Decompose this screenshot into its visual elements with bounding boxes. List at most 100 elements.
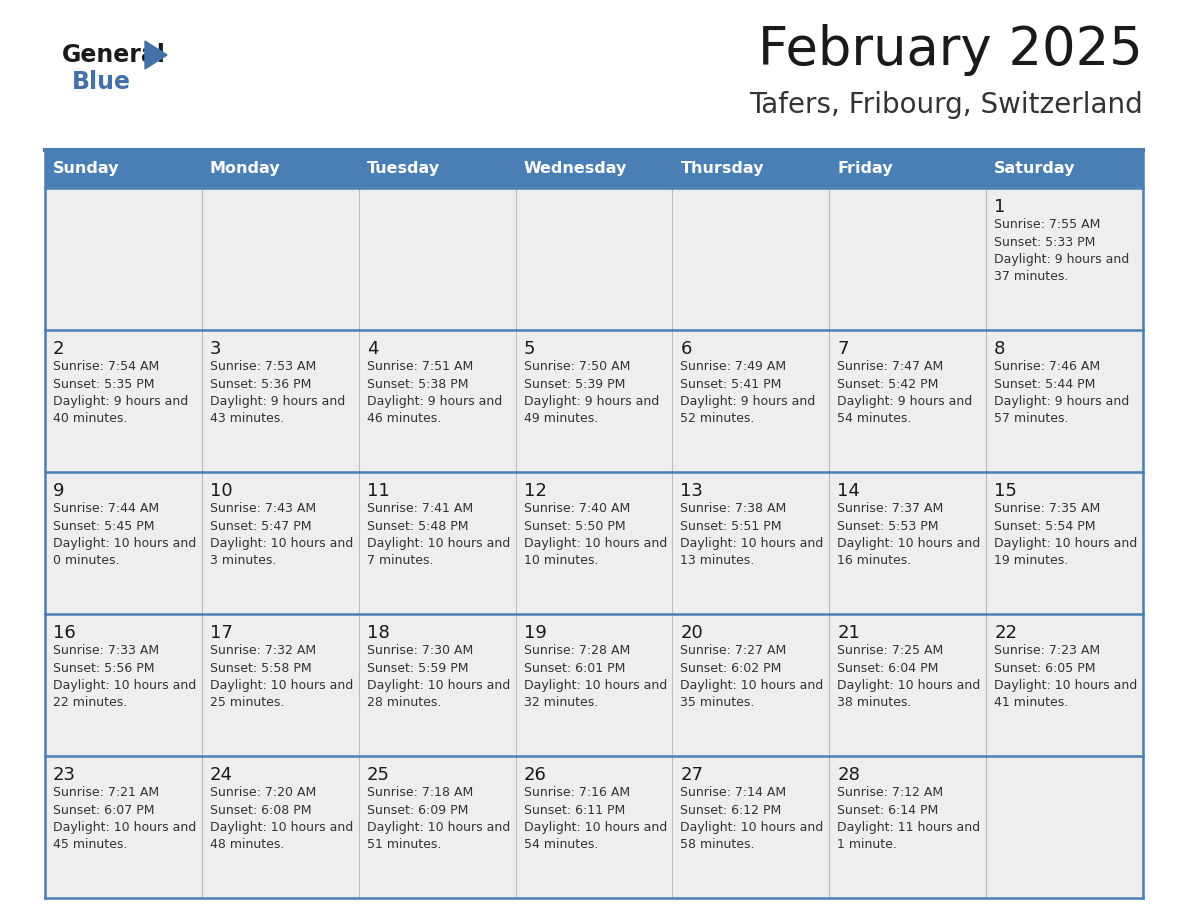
Text: Sunset: 6:05 PM: Sunset: 6:05 PM (994, 662, 1095, 675)
Text: Daylight: 9 hours and: Daylight: 9 hours and (994, 253, 1130, 266)
Text: 46 minutes.: 46 minutes. (367, 412, 441, 426)
Bar (672, 150, 829, 188)
Text: 22 minutes.: 22 minutes. (53, 697, 127, 710)
Text: 21: 21 (838, 624, 860, 642)
Text: Sunset: 5:45 PM: Sunset: 5:45 PM (53, 520, 154, 532)
Text: 0 minutes.: 0 minutes. (53, 554, 120, 567)
Text: 5: 5 (524, 340, 535, 358)
Text: 43 minutes.: 43 minutes. (210, 412, 284, 426)
Text: Sunday: Sunday (53, 162, 120, 176)
Text: Sunset: 6:14 PM: Sunset: 6:14 PM (838, 803, 939, 816)
Text: Sunrise: 7:47 AM: Sunrise: 7:47 AM (838, 360, 943, 373)
Text: Daylight: 10 hours and: Daylight: 10 hours and (838, 679, 980, 692)
Text: Sunset: 6:09 PM: Sunset: 6:09 PM (367, 803, 468, 816)
Text: 38 minutes.: 38 minutes. (838, 697, 911, 710)
Text: Sunset: 6:08 PM: Sunset: 6:08 PM (210, 803, 311, 816)
Bar (986, 330, 1143, 472)
Text: 28 minutes.: 28 minutes. (367, 697, 441, 710)
Text: Sunrise: 7:20 AM: Sunrise: 7:20 AM (210, 786, 316, 799)
Bar (359, 150, 516, 188)
Text: Daylight: 10 hours and: Daylight: 10 hours and (524, 821, 666, 834)
Text: Sunrise: 7:44 AM: Sunrise: 7:44 AM (53, 502, 159, 515)
Text: 57 minutes.: 57 minutes. (994, 412, 1069, 426)
Text: Daylight: 9 hours and: Daylight: 9 hours and (681, 395, 816, 408)
Text: 4: 4 (367, 340, 378, 358)
Text: Sunset: 5:59 PM: Sunset: 5:59 PM (367, 662, 468, 675)
Text: Sunrise: 7:51 AM: Sunrise: 7:51 AM (367, 360, 473, 373)
Text: 28: 28 (838, 766, 860, 784)
Text: Sunrise: 7:18 AM: Sunrise: 7:18 AM (367, 786, 473, 799)
Text: Thursday: Thursday (681, 162, 764, 176)
Text: Sunrise: 7:53 AM: Sunrise: 7:53 AM (210, 360, 316, 373)
Text: 2: 2 (53, 340, 64, 358)
Text: Sunrise: 7:30 AM: Sunrise: 7:30 AM (367, 644, 473, 657)
Text: Daylight: 10 hours and: Daylight: 10 hours and (681, 537, 823, 550)
Text: Sunset: 5:42 PM: Sunset: 5:42 PM (838, 377, 939, 390)
Text: 26: 26 (524, 766, 546, 784)
Bar (45, 330, 202, 472)
Text: Sunrise: 7:23 AM: Sunrise: 7:23 AM (994, 644, 1100, 657)
Text: Daylight: 9 hours and: Daylight: 9 hours and (524, 395, 659, 408)
Text: Sunrise: 7:46 AM: Sunrise: 7:46 AM (994, 360, 1100, 373)
Bar (986, 150, 1143, 188)
Bar (829, 188, 986, 330)
Text: 19: 19 (524, 624, 546, 642)
Text: 12: 12 (524, 482, 546, 500)
Text: Daylight: 10 hours and: Daylight: 10 hours and (994, 537, 1137, 550)
Bar (516, 188, 672, 330)
Text: Daylight: 10 hours and: Daylight: 10 hours and (367, 679, 510, 692)
Text: Sunset: 5:33 PM: Sunset: 5:33 PM (994, 236, 1095, 249)
Text: 25: 25 (367, 766, 390, 784)
Text: 17: 17 (210, 624, 233, 642)
Text: February 2025: February 2025 (758, 24, 1143, 76)
Text: Sunset: 5:56 PM: Sunset: 5:56 PM (53, 662, 154, 675)
Text: Sunset: 5:38 PM: Sunset: 5:38 PM (367, 377, 468, 390)
Text: Sunset: 5:35 PM: Sunset: 5:35 PM (53, 377, 154, 390)
Text: 3 minutes.: 3 minutes. (210, 554, 277, 567)
Text: Daylight: 10 hours and: Daylight: 10 hours and (367, 821, 510, 834)
Text: 18: 18 (367, 624, 390, 642)
Bar (672, 330, 829, 472)
Bar (202, 472, 359, 614)
Bar (202, 330, 359, 472)
Text: Daylight: 10 hours and: Daylight: 10 hours and (838, 537, 980, 550)
Text: 25 minutes.: 25 minutes. (210, 697, 284, 710)
Text: Sunset: 6:12 PM: Sunset: 6:12 PM (681, 803, 782, 816)
Text: Daylight: 10 hours and: Daylight: 10 hours and (524, 679, 666, 692)
Text: 1 minute.: 1 minute. (838, 838, 897, 852)
Text: 54 minutes.: 54 minutes. (838, 412, 911, 426)
Polygon shape (145, 41, 168, 69)
Text: Daylight: 9 hours and: Daylight: 9 hours and (838, 395, 973, 408)
Text: Sunset: 5:53 PM: Sunset: 5:53 PM (838, 520, 939, 532)
Text: 40 minutes.: 40 minutes. (53, 412, 127, 426)
Bar (202, 188, 359, 330)
Text: Sunset: 5:50 PM: Sunset: 5:50 PM (524, 520, 625, 532)
Bar (359, 188, 516, 330)
Text: Blue: Blue (72, 70, 131, 94)
Bar (986, 756, 1143, 898)
Text: Monday: Monday (210, 162, 280, 176)
Text: Daylight: 9 hours and: Daylight: 9 hours and (367, 395, 503, 408)
Text: 23: 23 (53, 766, 76, 784)
Text: 13: 13 (681, 482, 703, 500)
Text: 41 minutes.: 41 minutes. (994, 697, 1068, 710)
Text: 51 minutes.: 51 minutes. (367, 838, 441, 852)
Text: Friday: Friday (838, 162, 893, 176)
Bar (359, 614, 516, 756)
Text: Sunset: 5:44 PM: Sunset: 5:44 PM (994, 377, 1095, 390)
Text: 32 minutes.: 32 minutes. (524, 697, 598, 710)
Text: 16: 16 (53, 624, 76, 642)
Text: Daylight: 9 hours and: Daylight: 9 hours and (53, 395, 188, 408)
Bar (45, 756, 202, 898)
Bar (202, 614, 359, 756)
Text: Sunrise: 7:40 AM: Sunrise: 7:40 AM (524, 502, 630, 515)
Text: 10 minutes.: 10 minutes. (524, 554, 598, 567)
Text: Sunrise: 7:55 AM: Sunrise: 7:55 AM (994, 218, 1100, 231)
Text: 15: 15 (994, 482, 1017, 500)
Text: Daylight: 10 hours and: Daylight: 10 hours and (681, 821, 823, 834)
Text: 11: 11 (367, 482, 390, 500)
Bar (359, 330, 516, 472)
Bar (516, 330, 672, 472)
Bar (829, 330, 986, 472)
Bar (672, 614, 829, 756)
